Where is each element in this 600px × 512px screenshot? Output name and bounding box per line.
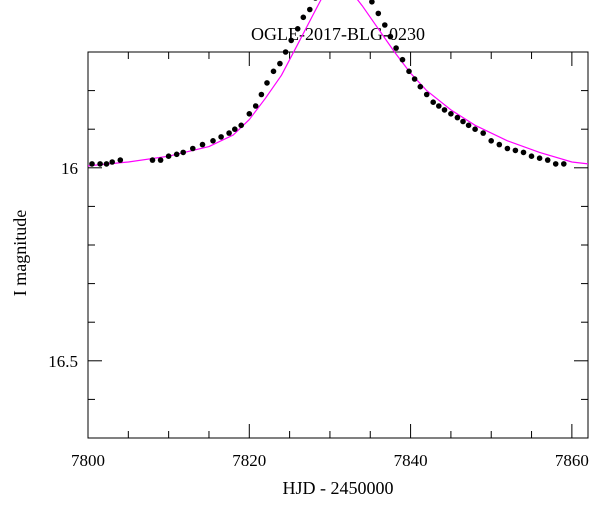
data-point [149,157,156,163]
data-point [173,151,180,158]
data-point [165,153,172,159]
model-layer [87,0,589,167]
data-point [232,126,238,132]
data-point [282,49,289,55]
data-point [411,76,418,82]
model-curve [87,0,589,167]
tick-labels: 780078207840786015.51616.5 [48,159,589,470]
y-tick-label: 16 [61,159,78,178]
data-point [288,37,295,44]
data-point [423,91,430,98]
data-point [369,0,375,5]
data-point [552,161,559,167]
data-point [264,80,270,86]
data-point [294,26,301,32]
data-point [496,141,503,148]
data-point [520,149,527,156]
data-point [436,103,442,109]
data-point [430,99,437,105]
data-point [199,141,206,148]
data-point [488,138,495,144]
data-point [448,111,454,117]
data-point [89,161,95,167]
data-point [218,134,224,140]
chart-title: OGLE-2017-BLG-0230 [251,24,425,44]
data-point [406,68,412,75]
data-point [252,103,259,109]
data-point [180,149,186,156]
x-axis-label: HJD - 2450000 [283,478,394,498]
data-point [460,118,466,125]
data-point [238,122,244,129]
data-point [480,130,487,136]
data-point [270,68,277,75]
x-tick-label: 7820 [232,451,266,470]
data-point [190,145,196,152]
data-point [157,157,164,163]
data-point [417,83,424,90]
data-point [399,56,406,63]
data-point [97,161,103,167]
x-tick-label: 7800 [71,451,105,470]
data-point [472,126,478,132]
y-tick-label: 16.5 [48,352,78,371]
data-point [109,159,115,165]
x-tick-label: 7840 [394,451,428,470]
data-point [258,91,265,98]
data-point [504,145,511,152]
data-point [544,157,551,163]
data-point [375,10,382,17]
data-point [536,155,543,161]
x-tick-label: 7860 [555,451,589,470]
data-point [393,45,399,51]
data-point [465,122,472,129]
data-point [382,22,388,28]
data-point [454,114,461,121]
data-point [307,6,313,13]
data-point [441,107,448,113]
data-point [387,33,394,40]
data-point [313,0,318,1]
data-point [512,147,519,154]
axes-layer [87,51,589,439]
data-point [210,138,216,144]
data-point [246,111,253,117]
data-point [528,153,535,159]
y-axis-label: I magnitude [10,210,30,296]
points-layer [89,0,567,167]
data-point [300,14,307,21]
data-point [561,161,567,167]
data-point [103,161,110,167]
plot-frame [87,51,589,439]
data-point [277,60,283,67]
data-point [117,157,124,163]
data-point [226,130,232,136]
